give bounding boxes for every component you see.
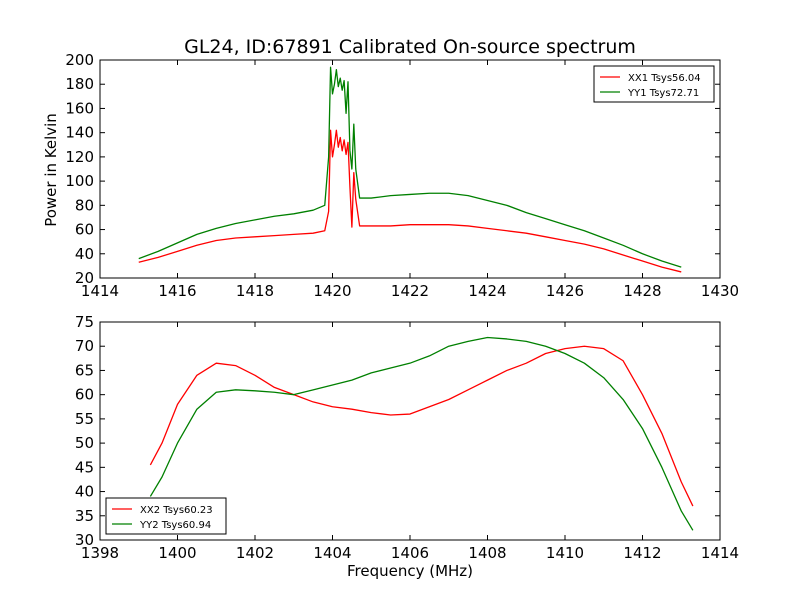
bottom-y-tick-label: 30 [75, 531, 94, 549]
top-y-tick-label: 40 [75, 245, 94, 263]
bottom-x-tick-label: 1408 [468, 544, 506, 562]
bottom-y-tick-label: 60 [75, 386, 94, 404]
bottom-x-tick-label: 1400 [158, 544, 196, 562]
bottom-legend-label-1: XX2 Tsys60.23 [140, 505, 213, 516]
top-x-tick-label: 1424 [468, 282, 506, 300]
top-y-tick-label: 200 [65, 51, 94, 69]
top-legend: XX1 Tsys56.04 YY1 Tsys72.71 [593, 65, 715, 103]
top-legend-box [593, 65, 715, 103]
bottom-y-tick-label: 55 [75, 410, 94, 428]
bottom-y-tick-label: 65 [75, 361, 94, 379]
bottom-x-tick-label: 1410 [546, 544, 584, 562]
top-y-tick-label: 180 [65, 75, 94, 93]
top-x-tick-label: 1414 [81, 282, 119, 300]
bottom-y-tick-label: 75 [75, 313, 94, 331]
bottom-x-tick-label: 1398 [81, 544, 119, 562]
top-y-tick-label: 60 [75, 221, 94, 239]
top-series-line-1 [138, 129, 682, 273]
bottom-x-tick-label: 1412 [623, 544, 661, 562]
bottom-x-tick-label: 1406 [391, 544, 429, 562]
top-y-tick-label: 120 [65, 148, 94, 166]
bottom-series-line-2 [149, 336, 694, 531]
bottom-y-tick-label: 70 [75, 337, 94, 355]
top-y-tick-label: 100 [65, 172, 94, 190]
bottom-series-line-1 [149, 345, 694, 507]
bottom-legend: XX2 Tsys60.23 YY2 Tsys60.94 [105, 497, 227, 535]
top-x-tick-label: 1416 [158, 282, 196, 300]
top-chart-title: GL24, ID:67891 Calibrated On-source spec… [184, 36, 636, 58]
top-x-tick-label: 1422 [391, 282, 429, 300]
top-x-tick-label: 1426 [546, 282, 584, 300]
bottom-plot-area: 1398 1400 1402 1404 1406 1408 1410 1412 1414 30 35… [75, 313, 739, 562]
top-legend-label-2: YY1 Tsys72.71 [627, 88, 699, 99]
top-plot-area: 1414 1416 1418 1420 1422 1424 1426 1428 1430 20 40… [65, 51, 739, 300]
bottom-x-tick-label: 1402 [236, 544, 274, 562]
bottom-legend-box [105, 497, 227, 535]
bottom-x-tick-label: 1404 [313, 544, 351, 562]
bottom-y-tick-label: 40 [75, 483, 94, 501]
bottom-x-tick-label: 1414 [701, 544, 739, 562]
top-x-tick-label: 1418 [236, 282, 274, 300]
top-chart-ylabel: Power in Kelvin [42, 113, 60, 227]
top-series-line-2 [138, 66, 682, 268]
top-legend-label-1: XX1 Tsys56.04 [628, 73, 701, 84]
top-y-tick-label: 20 [75, 269, 94, 287]
top-chart: GL24, ID:67891 Calibrated On-source spec… [42, 36, 739, 300]
top-y-tick-label: 140 [65, 124, 94, 142]
top-x-tick-label: 1428 [623, 282, 661, 300]
bottom-legend-label-2: YY2 Tsys60.94 [139, 520, 211, 531]
top-y-tick-label: 160 [65, 99, 94, 117]
top-x-tick-label: 1420 [313, 282, 351, 300]
bottom-y-tick-label: 35 [75, 507, 94, 525]
bottom-y-tick-label: 50 [75, 434, 94, 452]
bottom-y-tick-label: 45 [75, 458, 94, 476]
bottom-chart-xlabel: Frequency (MHz) [347, 562, 473, 580]
top-x-tick-label: 1430 [701, 282, 739, 300]
bottom-chart: Frequency (MHz) 1398 1400 1402 1404 1406 1408… [75, 313, 739, 580]
top-y-tick-label: 80 [75, 196, 94, 214]
